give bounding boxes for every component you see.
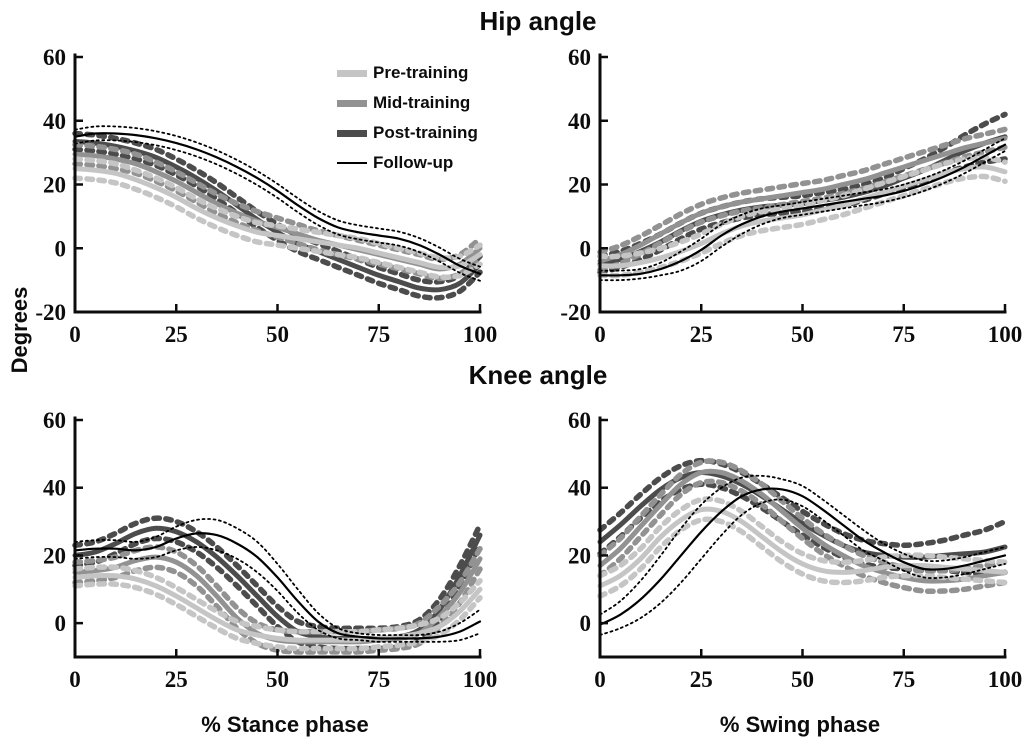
knee-stance-ytick-label: 40	[43, 476, 66, 501]
swing-phase-x-label: % Swing phase	[719, 712, 881, 737]
hip-swing-mid-training-mean-line	[597, 135, 1008, 264]
knee-swing-xtick-label: 100	[988, 667, 1023, 692]
knee-swing-follow-up-upper-band	[599, 474, 1006, 616]
knee-swing-pre-training-upper-band	[597, 496, 1008, 579]
hip-stance-xtick-label: 75	[367, 322, 390, 347]
legend: Pre-training Mid-training Post-training …	[337, 58, 478, 178]
hip-swing-mid-training-upper-band	[597, 126, 1008, 255]
hip-angle-title: Hip angle	[479, 6, 597, 36]
knee-swing-follow-up-lower-band	[599, 498, 1006, 636]
knee-stance-xtick-label: 0	[69, 667, 81, 692]
hip-swing-ytick-label: 40	[568, 109, 591, 134]
knee-stance-xtick-label: 75	[367, 667, 390, 692]
legend-label-follow-up: Follow-up	[373, 153, 454, 172]
hip-swing-xtick-label: 50	[791, 322, 814, 347]
legend-label-pre-training: Pre-training	[373, 63, 469, 82]
hip-stance-xtick-label: 0	[69, 322, 81, 347]
legend-item-pre-training: Pre-training	[337, 58, 478, 88]
hip-swing-ytick-label: 60	[568, 45, 591, 70]
hip-stance-ytick-label: 20	[43, 173, 66, 198]
hip-stance-pre-training-mean-line	[72, 166, 483, 271]
knee-angle-title: Knee angle	[468, 360, 608, 390]
knee-stance-xtick-label: 50	[266, 667, 289, 692]
hip-stance-follow-up-mean-line	[73, 132, 482, 275]
knee-swing-ytick-label: 0	[580, 611, 592, 636]
subplot-knee-stance: 0 20 40 60 0 25 50 75 100	[43, 408, 497, 692]
hip-swing-follow-up-mean-line	[598, 143, 1007, 277]
hip-stance-pre-training-upper-band	[72, 156, 483, 261]
hip-stance-xtick-label: 50	[266, 322, 289, 347]
knee-stance-xtick-label: 25	[165, 667, 188, 692]
legend-item-mid-training: Mid-training	[337, 88, 478, 118]
hip-swing-pre-training-upper-band	[597, 154, 1008, 260]
knee-swing-mid-training-upper-band	[597, 458, 1008, 574]
hip-swing-ytick-label: 20	[568, 173, 591, 198]
hip-swing-follow-up-upper-band	[599, 137, 1006, 272]
hip-swing-xtick-label: 0	[594, 322, 606, 347]
hip-stance-pre-training-lower-band	[72, 175, 483, 280]
hip-swing-mid-training-lower-band	[597, 144, 1008, 273]
knee-swing-ytick-label: 60	[568, 408, 591, 433]
follow-up-line-swatch	[337, 162, 367, 164]
hip-stance-post-training-mean-line	[72, 139, 483, 293]
knee-swing-ytick-label: 40	[568, 476, 591, 501]
knee-stance-ytick-label: 0	[55, 611, 67, 636]
knee-swing-pre-training-lower-band	[597, 516, 1008, 599]
hip-stance-ytick-label: 0	[55, 236, 67, 261]
hip-stance-post-training-lower-band	[72, 146, 483, 301]
knee-stance-follow-up-lower-band	[74, 546, 481, 643]
knee-stance-xtick-label: 100	[463, 667, 498, 692]
knee-swing-post-training-upper-band	[597, 457, 1008, 549]
knee-stance-ytick-label: 60	[43, 408, 66, 433]
legend-item-post-training: Post-training	[337, 118, 478, 148]
pre-training-line-swatch	[337, 69, 367, 77]
hip-stance-follow-up-upper-band	[74, 125, 481, 268]
hip-swing-ytick-label: -20	[560, 300, 591, 325]
knee-swing-mid-training-lower-band	[597, 478, 1008, 595]
knee-stance-pre-training-upper-band	[72, 564, 483, 635]
hip-stance-follow-up-lower-band	[74, 139, 481, 282]
knee-swing-mid-training-mean-line	[597, 468, 1008, 584]
hip-stance-ytick-label: 40	[43, 109, 66, 134]
hip-swing-xtick-label: 100	[988, 322, 1023, 347]
knee-swing-xtick-label: 0	[594, 667, 606, 692]
hip-swing-xtick-label: 75	[892, 322, 915, 347]
stance-phase-x-label: % Stance phase	[201, 712, 369, 737]
hip-stance-xtick-label: 25	[165, 322, 188, 347]
post-training-line-swatch	[337, 129, 367, 137]
legend-item-follow-up: Follow-up	[337, 148, 478, 178]
knee-swing-xtick-label: 25	[690, 667, 713, 692]
knee-swing-xtick-label: 75	[892, 667, 915, 692]
legend-label-mid-training: Mid-training	[373, 93, 471, 112]
hip-stance-xtick-label: 100	[463, 322, 498, 347]
hip-stance-ytick-label: 60	[43, 45, 66, 70]
knee-swing-pre-training-mean-line	[597, 506, 1008, 589]
legend-label-post-training: Post-training	[373, 123, 478, 142]
hip-stance-ytick-label: -20	[35, 300, 66, 325]
knee-stance-ytick-label: 20	[43, 543, 66, 568]
subplot-knee-swing: 0 20 40 60 0 25 50 75 100	[568, 408, 1022, 692]
hip-swing-ytick-label: 0	[580, 236, 592, 261]
y-axis-label: Degrees	[7, 286, 32, 374]
knee-stance-pre-training-lower-band	[72, 581, 483, 652]
hip-swing-xtick-label: 25	[690, 322, 713, 347]
knee-swing-ytick-label: 20	[568, 543, 591, 568]
knee-swing-xtick-label: 50	[791, 667, 814, 692]
knee-stance-follow-up-upper-band	[74, 518, 481, 637]
knee-swing-follow-up-mean-line	[598, 487, 1007, 626]
knee-stance-follow-up-mean-line	[73, 532, 482, 640]
mid-training-line-swatch	[337, 99, 367, 107]
hip-swing-follow-up-lower-band	[599, 150, 1006, 282]
knee-stance-post-training-upper-band	[72, 515, 483, 632]
